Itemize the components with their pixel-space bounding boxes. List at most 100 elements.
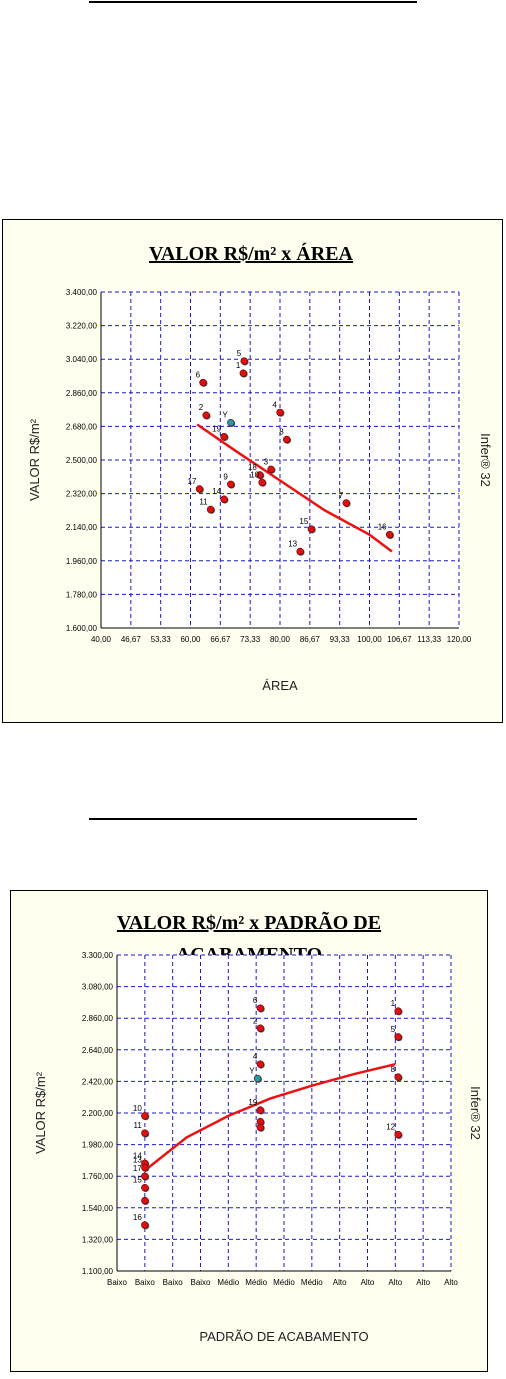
y-tick-label: 2.320,00	[66, 490, 98, 499]
x-tick-label: 120,00	[447, 635, 472, 644]
point-label: 8	[391, 1065, 396, 1074]
y-tick-label: 1.760,00	[82, 1172, 114, 1181]
data-point	[307, 525, 316, 533]
point-label: 9	[223, 472, 228, 481]
point-label: 16	[378, 523, 387, 532]
data-point	[141, 1196, 149, 1205]
y-tick-label: 3.040,00	[66, 355, 98, 364]
point-label: 1	[391, 999, 396, 1008]
data-point	[276, 408, 284, 417]
y-tick-label: 1.960,00	[66, 557, 98, 566]
estimate-point	[227, 418, 235, 427]
data-point	[256, 1106, 265, 1114]
point-label: 4	[273, 400, 278, 409]
data-point	[141, 1221, 149, 1229]
x-tick-label: 93,33	[330, 635, 351, 644]
point-label: 10	[250, 470, 259, 479]
data-point	[206, 505, 215, 514]
y-tick-label: 2.140,00	[66, 523, 98, 532]
point-label: 2	[253, 1016, 258, 1025]
y-tick-label: 3.300,00	[82, 951, 114, 960]
data-point	[240, 357, 248, 365]
y-tick-label: 2.200,00	[82, 1109, 114, 1118]
y-tick-label: 3.080,00	[82, 983, 114, 992]
x-tick-label: Baixo	[163, 1278, 184, 1287]
x-tick-label: 40,00	[91, 635, 112, 644]
data-point	[141, 1129, 149, 1137]
data-point	[256, 1004, 265, 1012]
data-point	[342, 499, 350, 507]
x-tick-label: Alto	[388, 1278, 402, 1287]
point-label: 13	[288, 539, 297, 548]
finish-scatter-chart: VALOR R$/m² x PADRÃO DEACABAMENTOBaixoBa…	[33, 911, 483, 1344]
x-tick-label: Baixo	[107, 1278, 128, 1287]
y-tick-label: 3.220,00	[66, 322, 98, 331]
x-tick-label: Alto	[333, 1278, 347, 1287]
data-point	[283, 435, 291, 444]
data-point	[256, 1123, 265, 1132]
data-point	[258, 478, 266, 487]
point-label: 17	[188, 477, 197, 486]
point-label: 17	[133, 1164, 142, 1173]
y-tick-label: 1.100,00	[82, 1267, 114, 1276]
x-tick-label: 113,33	[417, 635, 441, 644]
x-tick-label: Baixo	[190, 1278, 211, 1287]
data-point	[220, 495, 228, 503]
chart-panel-finish: VALOR R$/m² x PADRÃO DEACABAMENTOBaixoBa…	[10, 890, 488, 1372]
point-label: 14	[133, 1151, 142, 1160]
x-axis-label: PADRÃO DE ACABAMENTO	[199, 1329, 368, 1344]
estimate-point	[253, 1074, 262, 1083]
chart-title: VALOR R$/m² x PADRÃO DE	[117, 911, 381, 934]
point-label: 6	[196, 371, 201, 380]
y-tick-label: 2.860,00	[82, 1014, 114, 1023]
x-tick-label: Alto	[444, 1278, 458, 1287]
data-point	[199, 378, 207, 387]
x-tick-label: Baixo	[135, 1278, 156, 1287]
point-label: 13	[133, 1156, 142, 1165]
y-tick-label: 2.640,00	[82, 1046, 114, 1055]
point-label: 8	[279, 427, 284, 436]
x-tick-label: 80,00	[270, 635, 291, 644]
x-axis-label: ÁREA	[262, 678, 298, 693]
y-tick-label: 3.400,00	[66, 288, 98, 297]
data-point	[141, 1163, 149, 1172]
y-tick-label: 1.320,00	[82, 1235, 114, 1244]
data-point	[220, 432, 228, 441]
point-label: 19	[212, 425, 221, 434]
data-point	[256, 1060, 265, 1068]
chart-title: VALOR R$/m² x ÁREA	[149, 242, 354, 265]
x-tick-label: 86,67	[300, 635, 321, 644]
trend-line	[196, 423, 393, 553]
x-tick-label: 46,67	[121, 635, 142, 644]
x-tick-label: 60,00	[180, 635, 201, 644]
point-label: 11	[134, 1121, 143, 1130]
y-tick-label: 2.420,00	[82, 1077, 114, 1086]
data-point	[195, 485, 204, 493]
data-point	[296, 547, 304, 556]
point-label: 6	[253, 996, 258, 1005]
x-tick-label: Alto	[361, 1278, 375, 1287]
data-point	[141, 1183, 149, 1192]
trend-line	[144, 1062, 396, 1172]
data-point	[394, 1033, 402, 1041]
point-label: 18	[248, 463, 257, 472]
x-tick-label: Alto	[416, 1278, 430, 1287]
point-label: 2	[199, 403, 204, 412]
point-label: 16	[133, 1213, 142, 1222]
top-rule-1	[89, 1, 417, 3]
y-tick-label: 2.500,00	[66, 456, 98, 465]
point-label: 5	[237, 349, 242, 358]
point-label: 12	[386, 1123, 395, 1132]
point-label: 10	[133, 1104, 142, 1113]
point-label: 15	[299, 517, 308, 526]
y-axis-label: VALOR R$/m²	[27, 418, 42, 501]
side-label: Infer® 32	[468, 1086, 483, 1140]
y-tick-label: 1.600,00	[66, 624, 98, 633]
point-label: 7	[339, 491, 344, 500]
point-label: Y	[222, 411, 228, 420]
data-point	[256, 1024, 265, 1032]
y-tick-label: 1.540,00	[82, 1204, 114, 1213]
top-rule-2	[89, 818, 417, 820]
point-label: 3	[264, 457, 269, 466]
